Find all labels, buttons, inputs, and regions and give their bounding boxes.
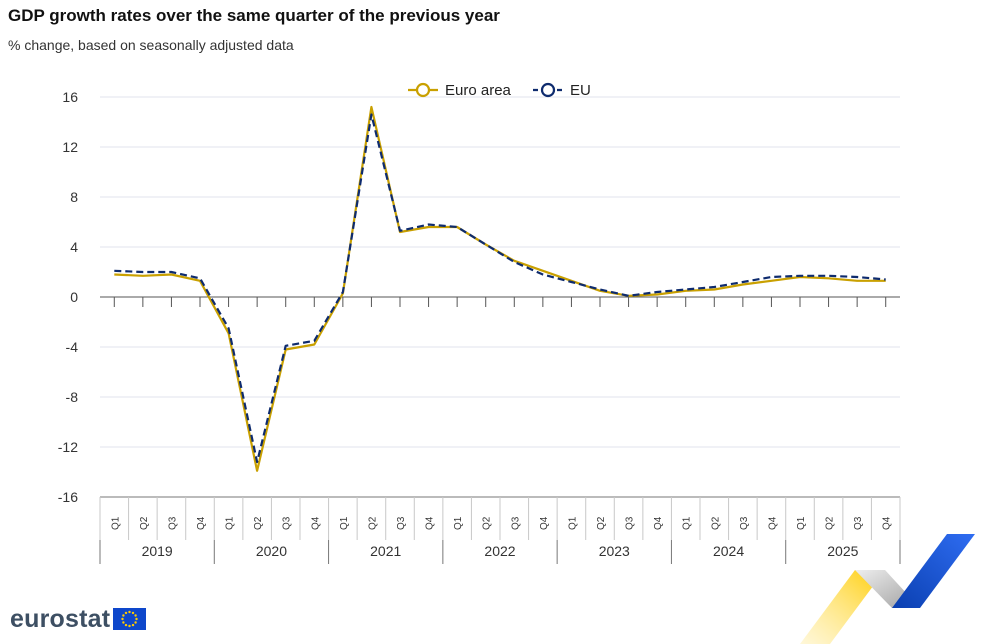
- y-tick-label: -16: [58, 489, 78, 505]
- eu-flag-icon: [113, 608, 147, 630]
- x-tick-label-year: 2024: [713, 543, 744, 559]
- x-tick-label-quarter: Q3: [625, 516, 636, 530]
- x-tick-label-quarter: Q2: [825, 516, 836, 530]
- legend-marker: [540, 82, 556, 98]
- y-tick-label: 16: [62, 89, 78, 105]
- legend[interactable]: Euro area EU: [408, 82, 591, 99]
- x-tick-label-year: 2025: [827, 543, 858, 559]
- x-tick-label-quarter: Q4: [310, 516, 321, 530]
- x-tick-label-quarter: Q1: [682, 516, 693, 530]
- x-tick-label-quarter: Q2: [482, 516, 493, 530]
- logo-text: eurostat: [10, 604, 111, 633]
- y-tick-label: 12: [62, 139, 78, 155]
- x-tick-label-quarter: Q3: [396, 516, 407, 530]
- x-tick-label-quarter: Q1: [796, 516, 807, 530]
- axes: 16 12 8 4 0 -4 -8 -12 -16 Q1 Q2 Q3 Q4 Q1 Q2 Q3 Q4 Q1 Q2 Q3 Q…: [58, 89, 901, 564]
- x-tick-label-year: 2019: [142, 543, 173, 559]
- x-tick-label-year: 2023: [599, 543, 630, 559]
- x-tick-label-quarter: Q2: [710, 516, 721, 530]
- legend-label: EU: [570, 82, 591, 99]
- x-tick-label-quarter: Q3: [282, 516, 293, 530]
- x-tick-label-quarter: Q4: [882, 516, 893, 530]
- series-lines: [114, 105, 886, 472]
- x-tick-label-quarter: Q3: [510, 516, 521, 530]
- y-tick-label: 8: [70, 189, 78, 205]
- x-tick-label-quarter: Q2: [139, 516, 150, 530]
- x-tick-label-year: 2020: [256, 543, 287, 559]
- series-line-eu: [114, 113, 886, 464]
- x-tick-label-quarter: Q4: [539, 516, 550, 530]
- y-tick-label: 0: [70, 289, 78, 305]
- x-tick-label-quarter: Q2: [596, 516, 607, 530]
- eurostat-logo: eurostat: [10, 604, 147, 634]
- y-tick-label: -12: [58, 439, 78, 455]
- decorative-swoosh-icon: [800, 534, 975, 644]
- chart-subtitle: % change, based on seasonally adjusted d…: [8, 37, 294, 53]
- x-tick-label-quarter: Q1: [453, 516, 464, 530]
- x-tick-label-quarter: Q4: [196, 516, 207, 530]
- x-tick-label-quarter: Q3: [739, 516, 750, 530]
- gridlines: [100, 96, 900, 498]
- x-tick-label-year: 2021: [370, 543, 401, 559]
- x-tick-label-quarter: Q2: [253, 516, 264, 530]
- x-tick-label-quarter: Q1: [110, 516, 121, 530]
- x-tick-label-quarter: Q4: [425, 516, 436, 530]
- y-tick-label: -4: [66, 339, 79, 355]
- x-tick-label-quarter: Q4: [653, 516, 664, 530]
- x-tick-label-quarter: Q4: [767, 516, 778, 530]
- x-tick-label-quarter: Q3: [167, 516, 178, 530]
- legend-marker: [415, 82, 431, 98]
- series-line-euro-area: [114, 105, 886, 472]
- y-tick-label: -8: [66, 389, 79, 405]
- x-tick-label-quarter: Q1: [225, 516, 236, 530]
- x-tick-label-quarter: Q1: [339, 516, 350, 530]
- y-tick-label: 4: [70, 239, 78, 255]
- x-tick-label-year: 2022: [484, 543, 515, 559]
- chart-title: GDP growth rates over the same quarter o…: [8, 6, 500, 25]
- x-tick-label-quarter: Q1: [567, 516, 578, 530]
- legend-label: Euro area: [445, 82, 512, 99]
- x-tick-label-quarter: Q3: [853, 516, 864, 530]
- eu-stars-icon: [121, 610, 138, 628]
- x-tick-label-quarter: Q2: [367, 516, 378, 530]
